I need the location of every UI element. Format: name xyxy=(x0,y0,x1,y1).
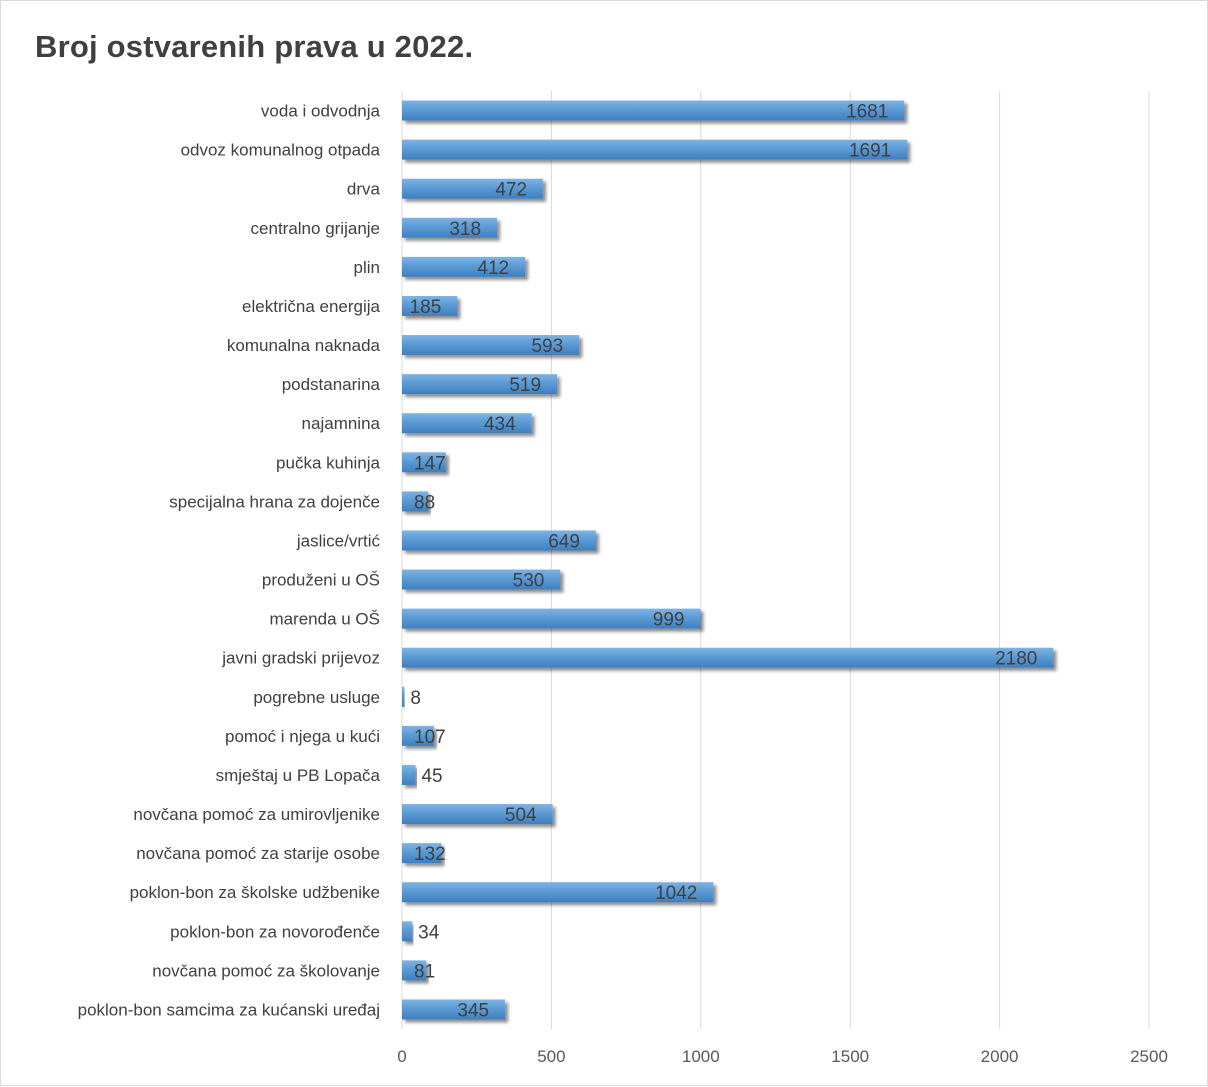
bar xyxy=(402,921,413,942)
data-labels: 1681 1691 472 318 412 185 593 519 434 147 88 649530… xyxy=(410,102,1038,1022)
data-label: 504 xyxy=(505,805,537,826)
category-label: najamnina xyxy=(302,414,381,433)
data-label: 8 xyxy=(410,688,421,709)
bar xyxy=(402,100,905,121)
data-label: 412 xyxy=(477,258,509,279)
bar xyxy=(402,843,442,864)
bar xyxy=(402,139,908,160)
data-label: 472 xyxy=(495,180,527,201)
category-label: javni gradski prijevoz xyxy=(221,649,380,668)
x-tick-label: 1500 xyxy=(831,1047,869,1066)
bar xyxy=(402,452,446,473)
category-label: voda i odvodnja xyxy=(261,102,381,121)
category-label: smještaj u PB Lopača xyxy=(216,766,381,785)
category-label: centralno grijanje xyxy=(251,219,380,238)
category-label: odvoz komunalnog otpada xyxy=(181,141,381,160)
data-label: 530 xyxy=(513,571,545,592)
data-label: 88 xyxy=(414,492,435,513)
category-label: podstanarina xyxy=(282,375,381,394)
category-label: plin xyxy=(354,258,380,277)
category-label: produženi u OŠ xyxy=(262,571,380,590)
data-label: 107 xyxy=(414,727,446,748)
data-label: 34 xyxy=(418,922,440,943)
data-label: 185 xyxy=(410,297,442,318)
category-label: novčana pomoć za školovanje xyxy=(152,961,380,980)
gridlines xyxy=(401,91,1150,1029)
bar xyxy=(402,413,532,434)
data-label: 1691 xyxy=(849,141,891,162)
bar xyxy=(402,647,1054,668)
data-label: 81 xyxy=(414,961,435,982)
bar xyxy=(402,725,434,746)
bar xyxy=(402,295,458,316)
bar xyxy=(402,960,427,981)
category-label: marenda u OŠ xyxy=(269,610,380,629)
data-label: 519 xyxy=(509,375,541,396)
data-label: 45 xyxy=(421,766,442,787)
data-label: 1681 xyxy=(846,102,888,123)
data-label: 649 xyxy=(548,531,580,552)
bar xyxy=(402,999,506,1020)
bar xyxy=(402,882,714,903)
bar xyxy=(402,178,544,199)
category-label: pomoć i njega u kući xyxy=(225,727,380,746)
bars xyxy=(402,100,1054,1020)
bar xyxy=(402,764,416,785)
x-axis-tick-labels: 0 500 1000 1500 2000 2500 xyxy=(397,1047,1168,1066)
category-label: specijalna hrana za dojenče xyxy=(169,492,380,511)
bar xyxy=(402,491,429,512)
x-tick-label: 1000 xyxy=(682,1047,720,1066)
data-label: 2180 xyxy=(995,649,1037,670)
x-tick-label: 500 xyxy=(537,1047,565,1066)
bar xyxy=(402,530,596,551)
category-label: poklon-bon za školske udžbenike xyxy=(130,883,380,902)
category-label: novčana pomoć za starije osobe xyxy=(136,844,380,863)
bar xyxy=(402,217,498,238)
data-label: 434 xyxy=(484,414,516,435)
data-label: 147 xyxy=(414,453,446,474)
category-label: novčana pomoć za umirovljenike xyxy=(133,805,380,824)
data-label: 999 xyxy=(653,610,685,631)
data-label: 1042 xyxy=(655,883,697,904)
bar xyxy=(402,374,558,395)
data-label: 345 xyxy=(457,1000,489,1021)
data-label: 318 xyxy=(449,219,481,240)
data-label: 132 xyxy=(414,844,446,865)
x-tick-label: 2000 xyxy=(981,1047,1019,1066)
x-tick-label: 2500 xyxy=(1130,1047,1168,1066)
category-label: drva xyxy=(347,180,381,199)
data-label: 593 xyxy=(531,336,563,357)
x-tick-label: 0 xyxy=(397,1047,406,1066)
bar xyxy=(402,804,553,825)
category-label: jaslice/vrtić xyxy=(296,531,381,550)
bar xyxy=(402,608,701,629)
category-label: pučka kuhinja xyxy=(276,453,381,472)
category-label: komunalna naknada xyxy=(227,336,381,355)
category-label: poklon-bon za novorođenče xyxy=(170,922,380,941)
category-label: pogrebne usluge xyxy=(253,688,380,707)
bar xyxy=(402,335,580,356)
bar xyxy=(402,569,561,590)
bar xyxy=(402,686,405,707)
category-label: električna energija xyxy=(242,297,381,316)
category-label: poklon-bon samcima za kućanski uređaj xyxy=(78,1000,380,1019)
chart-title: Broj ostvarenih prava u 2022. xyxy=(35,29,474,64)
bar xyxy=(402,256,526,277)
category-labels: voda i odvodnja odvoz komunalnog otpada dr… xyxy=(78,102,381,1020)
